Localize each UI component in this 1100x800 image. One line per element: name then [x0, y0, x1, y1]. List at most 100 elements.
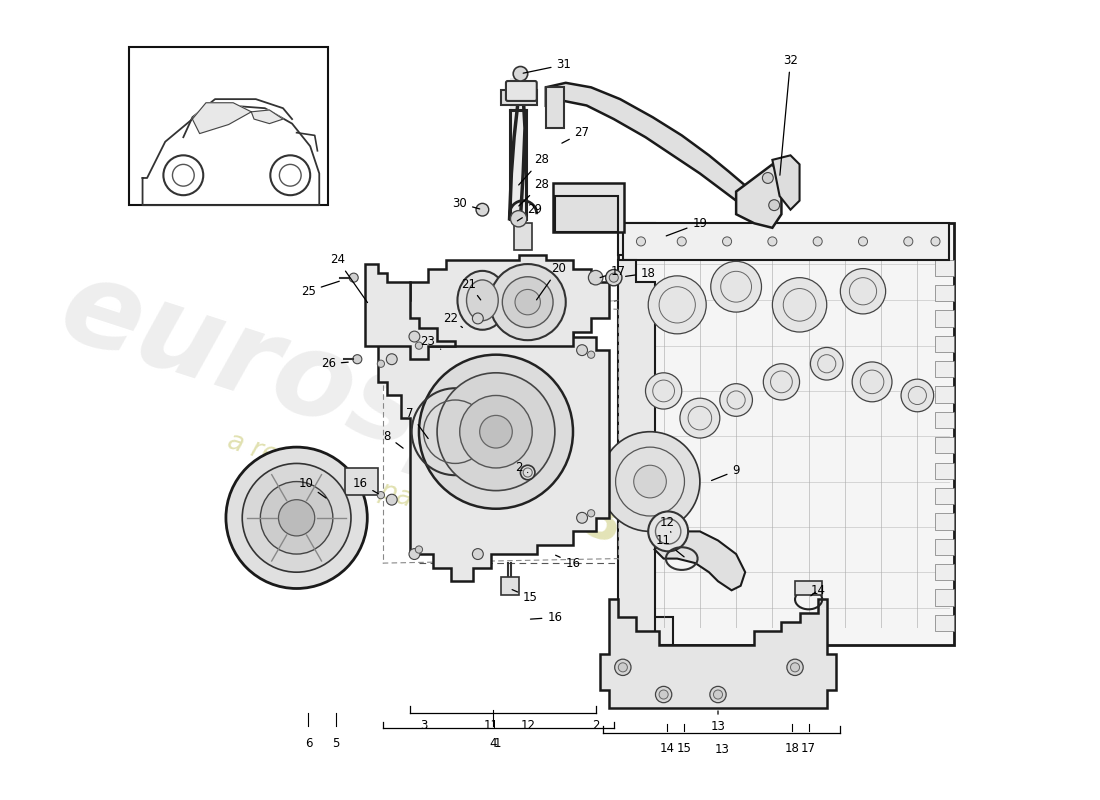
- Polygon shape: [400, 255, 609, 346]
- Bar: [129, 46, 328, 205]
- Circle shape: [520, 466, 535, 480]
- Text: 28: 28: [519, 154, 549, 185]
- Polygon shape: [378, 314, 609, 582]
- Text: 27: 27: [562, 126, 590, 143]
- Circle shape: [271, 155, 310, 195]
- Text: 30: 30: [452, 197, 480, 210]
- Polygon shape: [618, 259, 654, 645]
- FancyBboxPatch shape: [553, 182, 624, 232]
- Polygon shape: [935, 310, 954, 326]
- Polygon shape: [364, 264, 455, 359]
- Polygon shape: [546, 87, 564, 128]
- Text: 2: 2: [592, 719, 600, 732]
- Circle shape: [763, 364, 800, 400]
- Circle shape: [904, 237, 913, 246]
- Circle shape: [476, 203, 488, 216]
- Circle shape: [377, 491, 385, 498]
- Text: 17: 17: [801, 742, 816, 754]
- Circle shape: [515, 290, 540, 315]
- Text: a reputable parts source: a reputable parts source: [224, 428, 541, 553]
- Circle shape: [634, 466, 667, 498]
- Text: 9: 9: [712, 464, 740, 481]
- Text: 28: 28: [519, 178, 549, 206]
- Text: 23: 23: [420, 334, 441, 350]
- Text: 20: 20: [537, 262, 565, 300]
- Polygon shape: [935, 412, 954, 428]
- Polygon shape: [935, 259, 954, 276]
- Circle shape: [353, 354, 362, 364]
- Circle shape: [419, 354, 573, 509]
- Polygon shape: [514, 223, 532, 250]
- Polygon shape: [935, 488, 954, 504]
- Text: 12: 12: [520, 719, 536, 732]
- Text: 16: 16: [556, 555, 581, 570]
- Circle shape: [377, 360, 385, 367]
- Circle shape: [813, 237, 822, 246]
- Circle shape: [901, 379, 934, 412]
- Text: 17: 17: [601, 265, 626, 278]
- Text: 11: 11: [656, 534, 684, 557]
- Circle shape: [711, 262, 761, 312]
- Polygon shape: [935, 514, 954, 530]
- Polygon shape: [935, 538, 954, 555]
- Polygon shape: [500, 90, 537, 106]
- Text: 25: 25: [301, 282, 339, 298]
- Text: 22: 22: [443, 312, 462, 327]
- Circle shape: [769, 200, 780, 210]
- Circle shape: [601, 432, 700, 531]
- Polygon shape: [546, 83, 756, 214]
- Circle shape: [615, 659, 631, 675]
- Circle shape: [858, 237, 868, 246]
- Circle shape: [242, 463, 351, 572]
- Circle shape: [386, 494, 397, 505]
- Circle shape: [772, 278, 827, 332]
- Text: 18: 18: [626, 266, 656, 280]
- Circle shape: [791, 663, 800, 672]
- Text: 3: 3: [420, 719, 427, 732]
- Polygon shape: [601, 599, 836, 708]
- Circle shape: [386, 354, 397, 365]
- Polygon shape: [554, 196, 618, 232]
- Text: 16: 16: [352, 477, 378, 494]
- Text: 1: 1: [494, 737, 502, 750]
- Circle shape: [409, 331, 420, 342]
- Circle shape: [659, 690, 668, 699]
- Text: 12: 12: [660, 516, 674, 532]
- Circle shape: [472, 549, 483, 559]
- Ellipse shape: [466, 280, 498, 321]
- Polygon shape: [935, 437, 954, 454]
- Circle shape: [164, 155, 204, 195]
- Text: 5: 5: [332, 737, 339, 750]
- Circle shape: [840, 269, 886, 314]
- Text: 2: 2: [515, 462, 528, 474]
- Circle shape: [609, 273, 618, 282]
- Text: 15: 15: [676, 742, 692, 754]
- Circle shape: [226, 447, 367, 589]
- Polygon shape: [736, 164, 781, 228]
- Polygon shape: [935, 614, 954, 631]
- Text: 7: 7: [406, 407, 428, 438]
- Circle shape: [490, 264, 565, 340]
- Text: 1985: 1985: [496, 466, 668, 570]
- Circle shape: [714, 690, 723, 699]
- Circle shape: [587, 510, 595, 517]
- Circle shape: [646, 373, 682, 409]
- Text: 10: 10: [298, 477, 326, 498]
- Circle shape: [514, 66, 528, 81]
- Text: 13: 13: [711, 711, 725, 733]
- FancyBboxPatch shape: [506, 81, 537, 101]
- Circle shape: [710, 686, 726, 702]
- Text: 21: 21: [461, 278, 481, 300]
- Text: 24: 24: [330, 253, 367, 302]
- Circle shape: [637, 237, 646, 246]
- Circle shape: [678, 237, 686, 246]
- Polygon shape: [623, 223, 949, 259]
- Text: 31: 31: [524, 58, 571, 73]
- Circle shape: [606, 270, 621, 286]
- Polygon shape: [618, 618, 673, 645]
- Circle shape: [648, 511, 689, 551]
- Text: 11: 11: [484, 719, 499, 732]
- Circle shape: [811, 347, 843, 380]
- Circle shape: [409, 549, 420, 559]
- FancyBboxPatch shape: [618, 223, 954, 645]
